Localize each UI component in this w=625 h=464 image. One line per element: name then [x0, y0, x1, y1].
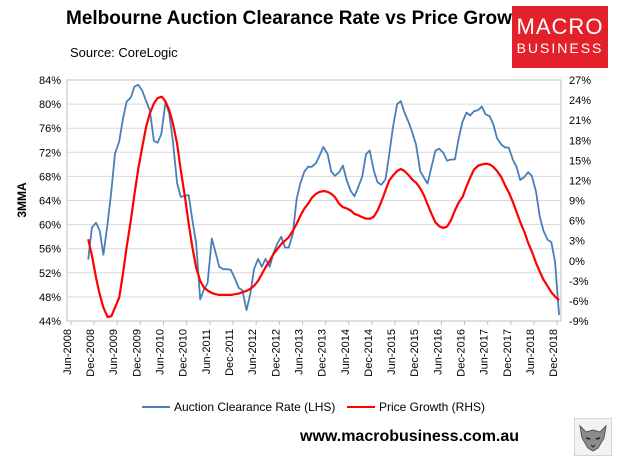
x-tick-label: Jun-2013 [293, 329, 305, 375]
x-tick-label: Jun-2009 [108, 329, 120, 375]
y2-tick-label: 21% [569, 115, 591, 127]
website-url: www.macrobusiness.com.au [300, 428, 520, 445]
legend: Auction Clearance Rate (LHS) Price Growt… [142, 400, 485, 414]
y2-tick-label: 0% [569, 256, 585, 268]
x-tick-label: Dec-2014 [363, 329, 375, 377]
x-tick-label: Dec-2011 [224, 329, 236, 376]
gridlines [67, 79, 561, 298]
x-tick-label: Jun-2016 [432, 329, 444, 375]
left-axis-ticks: 44% 48% 52% 56% 60% 64% 68% 72% 76% 80% 84% [39, 75, 61, 328]
y2-tick-label: 24% [569, 95, 591, 107]
plot-area-frame [66, 79, 562, 322]
x-tick-label: Dec-2015 [409, 329, 421, 377]
y-tick-label: 72% [39, 147, 61, 159]
x-tick-label: Jun-2008 [62, 329, 74, 375]
y-tick-label: 64% [39, 196, 61, 208]
y2-tick-label: 9% [569, 196, 585, 208]
x-tick-label: Dec-2008 [85, 329, 97, 377]
x-tick-label: Jun-2015 [386, 329, 398, 375]
y2-tick-label: 12% [569, 175, 591, 187]
y2-tick-label: -3% [569, 276, 589, 288]
wolf-icon [574, 418, 612, 456]
y-tick-label: 56% [39, 244, 61, 256]
y-tick-label: 76% [39, 123, 61, 135]
x-tick-label: Jun-2018 [525, 329, 537, 375]
y2-tick-label: -6% [569, 296, 589, 308]
y2-tick-label: 3% [569, 236, 585, 248]
y2-tick-label: 6% [569, 216, 585, 228]
y-tick-label: 68% [39, 171, 61, 183]
x-tick-label: Dec-2010 [178, 329, 190, 377]
chart-title: Melbourne Auction Clearance Rate vs Pric… [66, 8, 530, 29]
series-lines [87, 83, 560, 319]
macrobusiness-logo: MACRO BUSINESS [512, 6, 608, 68]
x-tick-label: Dec-2012 [270, 329, 282, 377]
x-tick-label: Jun-2012 [247, 329, 259, 375]
y2-tick-label: 18% [569, 135, 591, 147]
x-tick-label: Dec-2018 [548, 329, 560, 377]
y2-tick-label: 27% [569, 75, 591, 87]
logo-line-1: MACRO [516, 14, 604, 39]
y2-tick-label: 15% [569, 155, 591, 167]
right-axis-ticks: -9% -6% -3% 0% 3% 6% 9% 12% 15% 18% 21% 24% 27% [569, 75, 591, 328]
logo-line-2: BUSINESS [516, 40, 604, 56]
y-tick-label: 44% [39, 316, 61, 328]
chart-source: Source: CoreLogic [70, 45, 178, 60]
clearance-rate-line [87, 83, 560, 316]
y-tick-label: 84% [39, 75, 61, 87]
y-tick-label: 60% [39, 220, 61, 232]
y-axis-label: 3MMA [15, 182, 29, 218]
y-tick-label: 48% [39, 292, 61, 304]
legend-label-clearance: Auction Clearance Rate (LHS) [174, 400, 335, 414]
price-growth-line [87, 95, 560, 319]
x-tick-label: Jun-2011 [201, 329, 213, 374]
x-tick-label: Jun-2017 [479, 329, 491, 375]
x-tick-label: Dec-2013 [317, 329, 329, 377]
x-tick-label: Dec-2017 [502, 329, 514, 377]
x-tick-label: Jun-2010 [155, 329, 167, 375]
legend-label-price: Price Growth (RHS) [379, 400, 485, 414]
y2-tick-label: -9% [569, 316, 589, 328]
y-tick-label: 80% [39, 99, 61, 111]
x-axis-ticks: Jun-2008 Dec-2008 Jun-2009 Dec-2009 Jun-2010… [62, 321, 560, 377]
x-tick-label: Dec-2016 [456, 329, 468, 377]
y-tick-label: 52% [39, 268, 61, 280]
x-tick-label: Dec-2009 [131, 329, 143, 377]
x-tick-label: Jun-2014 [340, 329, 352, 375]
